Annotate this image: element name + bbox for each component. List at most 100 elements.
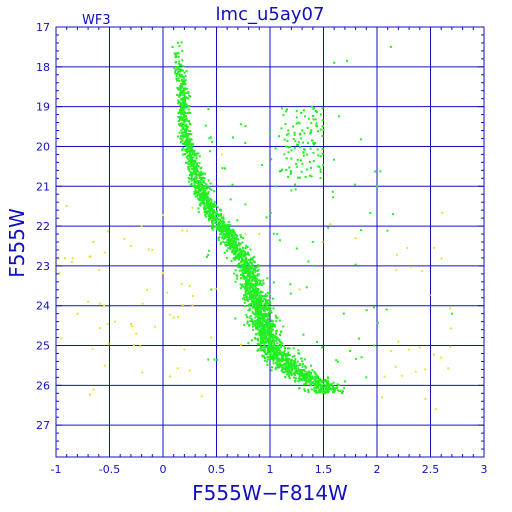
data-point bbox=[200, 395, 203, 398]
data-point bbox=[195, 186, 198, 189]
data-point bbox=[287, 354, 290, 357]
data-point bbox=[250, 293, 253, 296]
data-point bbox=[181, 59, 184, 62]
data-point bbox=[395, 253, 398, 256]
data-point bbox=[182, 147, 185, 150]
data-point bbox=[255, 327, 257, 330]
data-point bbox=[222, 214, 225, 217]
data-point bbox=[290, 374, 293, 377]
data-point bbox=[259, 342, 262, 345]
data-point bbox=[209, 150, 212, 153]
data-point bbox=[268, 132, 271, 135]
data-point bbox=[186, 126, 189, 128]
data-point bbox=[385, 308, 388, 311]
data-point bbox=[264, 308, 267, 311]
data-point bbox=[173, 52, 176, 55]
data-point bbox=[236, 219, 239, 222]
data-point bbox=[258, 307, 261, 310]
data-point bbox=[203, 204, 206, 207]
data-point bbox=[260, 340, 263, 343]
data-point bbox=[272, 358, 275, 361]
data-point bbox=[268, 322, 271, 325]
data-point bbox=[207, 210, 210, 213]
data-point bbox=[251, 297, 254, 300]
data-point bbox=[172, 316, 175, 319]
data-point bbox=[206, 200, 209, 203]
data-point bbox=[248, 316, 251, 319]
data-point bbox=[181, 85, 184, 88]
data-point bbox=[183, 114, 186, 117]
x-axis-label: F555W−F814W bbox=[192, 481, 348, 505]
data-point bbox=[306, 373, 309, 376]
data-point bbox=[293, 376, 296, 379]
x-tick-label: 1 bbox=[267, 463, 274, 476]
data-point bbox=[205, 183, 208, 186]
y-tick-label: 21 bbox=[36, 180, 50, 193]
data-point bbox=[236, 245, 239, 248]
data-point bbox=[274, 345, 277, 348]
data-point bbox=[300, 357, 303, 360]
data-point bbox=[269, 346, 272, 349]
data-point bbox=[265, 360, 268, 363]
data-point bbox=[254, 266, 257, 269]
data-point bbox=[211, 141, 213, 143]
data-point bbox=[221, 235, 224, 238]
data-point bbox=[278, 365, 281, 368]
data-point bbox=[184, 96, 187, 99]
data-point bbox=[305, 378, 308, 381]
data-point bbox=[195, 167, 198, 170]
data-point bbox=[223, 226, 226, 229]
data-point bbox=[218, 230, 221, 232]
data-point bbox=[245, 284, 248, 287]
data-point bbox=[198, 162, 201, 165]
data-point bbox=[296, 360, 299, 363]
data-point bbox=[280, 369, 283, 372]
data-point bbox=[282, 114, 285, 117]
data-point bbox=[309, 131, 312, 133]
data-point bbox=[337, 389, 340, 392]
data-point bbox=[106, 323, 109, 326]
data-point bbox=[288, 377, 291, 379]
data-point bbox=[315, 111, 318, 113]
data-point bbox=[301, 360, 304, 363]
data-point bbox=[190, 143, 193, 146]
data-point bbox=[177, 115, 180, 118]
data-point bbox=[130, 323, 133, 325]
data-point bbox=[293, 373, 296, 376]
data-point bbox=[242, 269, 244, 272]
data-point bbox=[228, 235, 231, 238]
data-point bbox=[275, 337, 278, 340]
data-point bbox=[198, 193, 200, 196]
data-point bbox=[259, 279, 262, 282]
data-point bbox=[234, 257, 237, 260]
data-point bbox=[178, 73, 181, 76]
data-point bbox=[274, 348, 277, 351]
data-point bbox=[243, 270, 246, 273]
data-point bbox=[192, 151, 195, 154]
data-point bbox=[283, 353, 286, 356]
data-point bbox=[231, 249, 234, 252]
data-point bbox=[256, 327, 259, 330]
data-point bbox=[414, 370, 417, 373]
data-point bbox=[303, 378, 306, 381]
data-point bbox=[305, 366, 307, 369]
data-point bbox=[183, 102, 186, 105]
data-point bbox=[221, 229, 224, 232]
data-point bbox=[181, 153, 184, 156]
data-point bbox=[302, 151, 305, 154]
data-point bbox=[273, 323, 276, 326]
data-point bbox=[314, 391, 317, 394]
data-point bbox=[176, 316, 179, 319]
data-point bbox=[221, 220, 224, 222]
data-point bbox=[262, 309, 265, 312]
data-point bbox=[193, 180, 196, 183]
data-point bbox=[187, 167, 190, 170]
data-point bbox=[259, 314, 262, 317]
data-point bbox=[221, 236, 224, 239]
data-point bbox=[129, 245, 132, 247]
data-point bbox=[188, 169, 191, 172]
data-point bbox=[317, 391, 320, 394]
data-point bbox=[216, 358, 219, 361]
data-point bbox=[283, 362, 286, 365]
